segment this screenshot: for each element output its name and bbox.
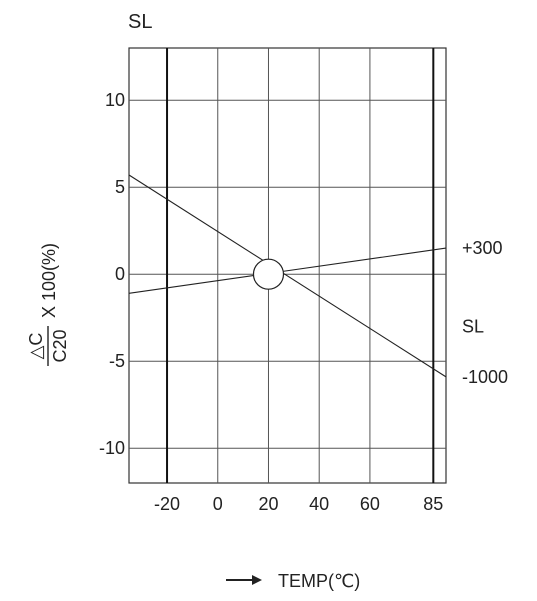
x-tick-label: 0 [213,494,223,514]
plot-frame [128,47,447,484]
series-label: -1000 [462,367,508,387]
y-tick-label: 10 [105,90,125,110]
x-tick-label: 40 [309,494,329,514]
x-axis-label-text: TEMP(℃) [278,571,360,591]
y-tick-label: -10 [99,438,125,458]
x-tick-label: -20 [154,494,180,514]
x-tick-label: 60 [360,494,380,514]
x-tick-label: 85 [423,494,443,514]
series-label: +300 [462,238,503,258]
y-tick-label: -5 [109,351,125,371]
y-tick-labels: 10 5 0 -5 -10 [99,90,125,458]
series-lines [128,174,447,378]
series-labels: +300 -1000 SL [462,238,508,387]
y-axis-label-suffix: X 100(%) [39,243,59,318]
series-line [128,247,447,294]
y-tick-label: 5 [115,177,125,197]
reference-circle [252,258,285,290]
grid [128,47,447,484]
x-tick-labels: -20 0 20 40 60 85 [154,494,443,514]
series-line [128,174,447,378]
y-tick-label: 0 [115,264,125,284]
y-axis-label-denominator: C20 [50,329,70,362]
x-axis-label: TEMP(℃) [226,571,360,591]
chart-title: SL [128,11,152,33]
y-axis-label: △C C20 X 100(%) [26,243,70,366]
x-tick-label: 20 [258,494,278,514]
arrow-head-icon [252,575,262,585]
reference-marker [252,258,285,290]
y-axis-label-numerator: △C [26,333,46,360]
annotation-label: SL [462,316,484,336]
